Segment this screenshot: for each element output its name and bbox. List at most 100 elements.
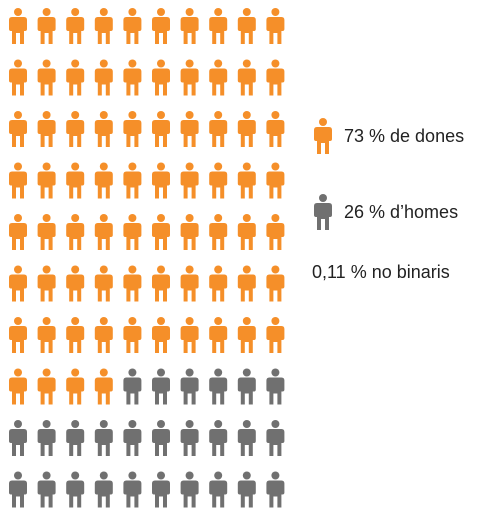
person-icon-women — [209, 8, 228, 44]
person-icon-women — [37, 368, 56, 405]
person-icon-men — [237, 471, 256, 508]
person-icon-women — [237, 317, 256, 353]
person-icon-men — [266, 420, 285, 456]
person-icon-women — [152, 317, 170, 353]
person-icon-women — [37, 111, 56, 147]
legend-label-nonbinary: 0,11 % no binaris — [312, 262, 450, 282]
person-icon-men — [180, 420, 199, 456]
person-icon-women — [180, 214, 199, 250]
person-icon-women — [9, 8, 27, 44]
person-icon-women — [152, 214, 170, 250]
person-icon-women — [94, 111, 113, 147]
person-icon-women — [9, 214, 27, 250]
person-icon-women — [209, 59, 228, 96]
person-icon-men — [123, 420, 142, 456]
person-icon-women — [180, 111, 199, 147]
person-icon-women — [37, 214, 56, 250]
person-icon-women — [94, 8, 113, 44]
person-icon-women — [123, 265, 142, 302]
person-icon-men — [152, 368, 170, 405]
person-icon-men — [123, 471, 142, 508]
person-icon-women — [180, 162, 199, 199]
legend-item-women: 73 % de dones — [312, 118, 464, 154]
person-icon-women — [123, 111, 142, 147]
person-icon-men — [9, 471, 27, 508]
person-icon-men — [180, 471, 199, 508]
person-icon-men — [152, 471, 170, 508]
person-icon-men — [180, 368, 199, 405]
person-icon-men — [66, 420, 85, 456]
person-icon-women — [209, 162, 228, 199]
person-icon-women — [9, 265, 27, 302]
person-icon-women — [66, 368, 85, 405]
person-icon-women — [9, 162, 27, 199]
person-icon-women — [266, 265, 285, 302]
person-icon-women — [237, 214, 256, 250]
person-icon-women — [66, 59, 85, 96]
person-icon-men — [209, 420, 228, 456]
person-icon-women — [37, 317, 56, 353]
person-icon-men — [237, 368, 256, 405]
person-icon-women — [66, 317, 85, 353]
person-icon-women — [266, 214, 285, 250]
person-icon-men — [94, 471, 113, 508]
person-icon-women — [123, 162, 142, 199]
person-icon-women — [266, 111, 285, 147]
person-icon-men — [237, 420, 256, 456]
person-icon-women — [152, 162, 170, 199]
person-icon-women — [237, 111, 256, 147]
person-icon-men — [94, 420, 113, 456]
person-icon-men — [152, 420, 170, 456]
person-icon-women — [237, 8, 256, 44]
person-icon-women — [37, 162, 56, 199]
person-icon-women — [123, 214, 142, 250]
person-icon-women — [209, 111, 228, 147]
person-icon-women — [94, 317, 113, 353]
person-icon-women — [9, 59, 27, 96]
person-icon-women — [66, 214, 85, 250]
person-icon-women — [9, 368, 27, 405]
person-icon-women — [180, 265, 199, 302]
person-icon-men — [9, 420, 27, 456]
person-icon-women — [66, 162, 85, 199]
person-icon-women — [94, 368, 113, 405]
person-icon-women — [37, 59, 56, 96]
person-icon-women — [266, 59, 285, 96]
person-icon-women — [209, 317, 228, 353]
person-icon-women — [152, 111, 170, 147]
person-icon-women — [237, 265, 256, 302]
person-icon-men — [123, 368, 142, 405]
person-icon-women — [180, 8, 199, 44]
person-icon-women — [66, 265, 85, 302]
person-icon-men — [209, 368, 228, 405]
person-icon-men — [266, 471, 285, 508]
person-icon-women — [180, 317, 199, 353]
person-icon-men — [209, 471, 228, 508]
legend-item-nonbinary: 0,11 % no binaris — [312, 262, 450, 283]
person-icon-women — [94, 265, 113, 302]
person-icon-women — [152, 265, 170, 302]
person-icon-women — [123, 8, 142, 44]
person-icon — [312, 194, 334, 230]
person-icon-women — [266, 8, 285, 44]
pictogram-grid — [9, 8, 285, 508]
person-icon-women — [123, 317, 142, 353]
person-icon-women — [94, 162, 113, 199]
person-icon-women — [152, 8, 170, 44]
person-icon-women — [237, 59, 256, 96]
person-icon-women — [123, 59, 142, 96]
person-icon-women — [266, 317, 285, 353]
person-icon-women — [180, 59, 199, 96]
person-icon-men — [37, 471, 56, 508]
person-icon-women — [37, 265, 56, 302]
person-icon-women — [152, 59, 170, 96]
legend-item-men: 26 % d’homes — [312, 194, 458, 230]
legend-label-women: 73 % de dones — [344, 125, 465, 146]
person-icon-women — [9, 317, 27, 353]
person-icon-women — [266, 162, 285, 199]
person-icon-women — [209, 214, 228, 250]
person-icon-men — [37, 420, 56, 456]
person-icon-men — [66, 471, 85, 508]
person-icon-women — [94, 214, 113, 250]
person-icon-women — [9, 111, 27, 147]
